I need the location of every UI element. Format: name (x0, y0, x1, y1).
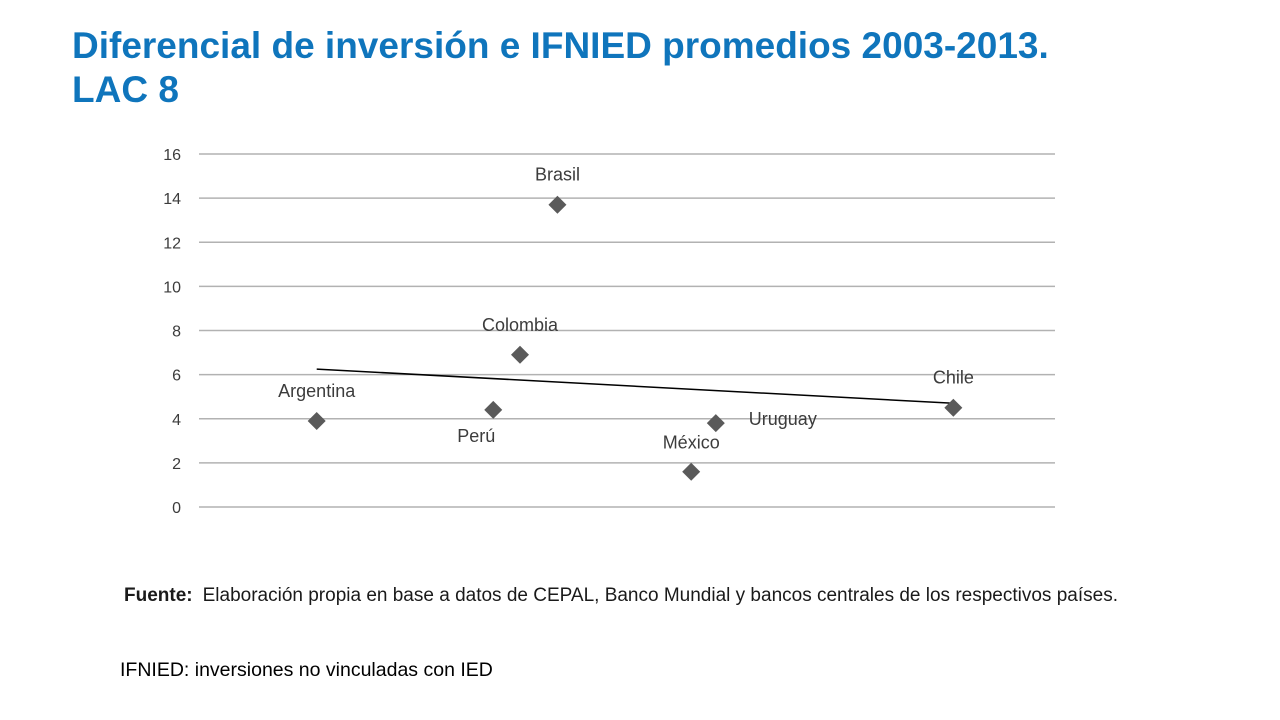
data-point (484, 400, 503, 419)
data-label: Colombia (482, 315, 559, 335)
title-line-1: Diferencial de inversión e IFNIED promed… (72, 25, 1049, 66)
data-point (511, 345, 529, 364)
trendline (316, 368, 954, 405)
y-tick-label: 12 (163, 235, 181, 252)
data-point (548, 195, 567, 214)
data-label: Uruguay (749, 409, 817, 429)
y-tick-label: 14 (163, 191, 181, 208)
data-point (307, 411, 326, 430)
y-tick-label: 10 (163, 279, 181, 296)
data-point (944, 398, 963, 417)
data-label: Brasil (535, 165, 580, 185)
data-label: México (663, 433, 720, 453)
data-label: Perú (457, 426, 495, 446)
y-tick-label: 0 (172, 500, 181, 517)
data-label: Argentina (278, 381, 356, 401)
footnote: IFNIED: inversiones no vinculadas con IE… (120, 659, 493, 681)
y-tick-label: 16 (163, 147, 181, 164)
source-label: Fuente: (124, 585, 193, 606)
data-point (682, 462, 701, 481)
data-label: Chile (933, 368, 974, 388)
data-point (706, 414, 725, 433)
source-note: Fuente: Elaboración propia en base a dato… (124, 578, 1170, 614)
title-line-2: LAC 8 (72, 69, 179, 110)
y-tick-label: 6 (172, 368, 181, 385)
y-tick-label: 2 (172, 456, 181, 473)
source-text: Elaboración propia en base a datos de CE… (202, 585, 1118, 606)
y-tick-label: 4 (172, 412, 181, 429)
y-tick-label: 8 (172, 324, 181, 341)
page-title: Diferencial de inversión e IFNIED promed… (72, 24, 1232, 112)
